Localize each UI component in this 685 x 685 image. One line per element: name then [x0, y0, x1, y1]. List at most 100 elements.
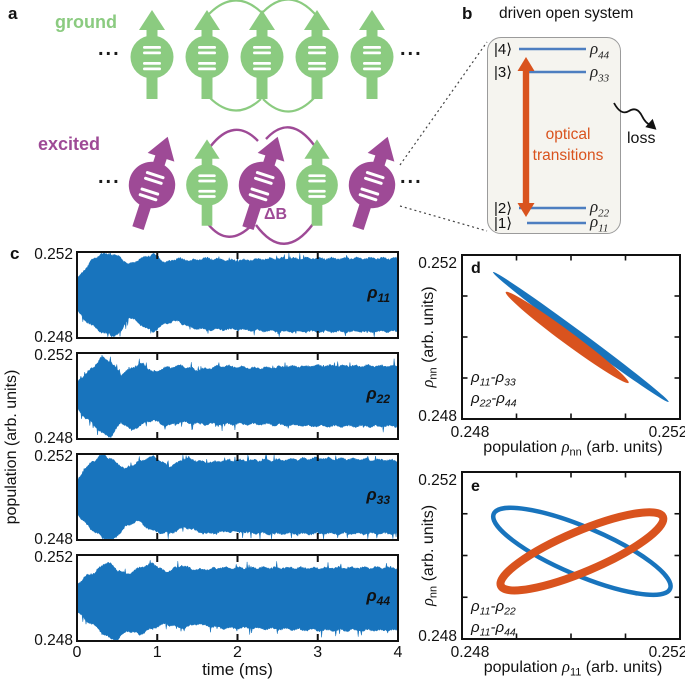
panel-b-label: b — [462, 4, 473, 23]
spin-green — [296, 139, 338, 226]
population-trace-band — [76, 454, 399, 540]
panel-c-chart: 0.2520.248ρ110.2520.248ρ220.2520.248ρ330… — [3, 246, 403, 679]
ellipsis-ground-left: ... — [98, 38, 121, 60]
trace-label: ρ33 — [365, 485, 390, 507]
x-axis-title: population ρ11 (arb. units) — [484, 657, 663, 679]
panel-b-diagram — [517, 47, 657, 225]
optical-transition-arrow-shaft — [522, 69, 530, 205]
trace-label: ρ22 — [365, 384, 390, 406]
delta-b-label: ΔB — [264, 206, 288, 223]
legend-entry: ρ11-ρ44 — [470, 619, 516, 639]
panel-d-label: d — [471, 260, 481, 277]
trace-label: ρ11 — [366, 283, 390, 305]
excited-coupling-arc — [255, 223, 314, 245]
legend-entry: ρ22-ρ44 — [470, 390, 517, 410]
ket-3-label: |3⟩ — [494, 64, 513, 81]
xtick-label: 0 — [73, 644, 82, 661]
ytick-label: 0.248 — [34, 531, 73, 548]
xtick-label: 0.252 — [649, 644, 685, 661]
y-axis-title: ρnn (arb. units) — [418, 505, 440, 607]
ytick-label: 0.248 — [34, 632, 73, 649]
rho-symbol: ρ — [590, 62, 599, 81]
ytick-label: 0.252 — [418, 255, 457, 272]
spin-green — [295, 10, 339, 99]
rho-subscript: 22 — [598, 207, 610, 220]
ytick-label: 0.252 — [418, 472, 457, 489]
optical-line1: optical — [545, 126, 591, 143]
excited-row-label: excited — [38, 134, 101, 154]
xtick-label: 0.248 — [451, 644, 490, 661]
ellipsis-excited-right: ... — [400, 166, 423, 188]
ground-coupling-arc — [208, 96, 262, 112]
population-trace-band — [76, 252, 399, 338]
rho-subscript: 33 — [598, 72, 610, 85]
ytick-label: 0.252 — [34, 549, 73, 566]
trajectory-ellipse — [496, 508, 668, 595]
ytick-label: 0.248 — [418, 408, 457, 425]
rho-44-label: ρ44 — [590, 39, 609, 61]
ytick-label: 0.252 — [34, 347, 73, 364]
population-trace-band — [76, 560, 399, 641]
x-axis-title: time (ms) — [202, 660, 273, 679]
xtick-label: 4 — [394, 644, 403, 661]
rho-symbol: ρ — [590, 197, 599, 216]
trajectory-ellipse — [505, 291, 629, 384]
excited-coupling-arc — [207, 223, 253, 238]
legend-entry: ρ11-ρ22 — [470, 598, 516, 618]
zoom-connector-bottom — [399, 205, 488, 232]
xtick-label: 1 — [153, 644, 162, 661]
loss-arrow-head — [645, 118, 657, 130]
legend-entry: ρ11-ρ33 — [470, 369, 516, 389]
panel-a-label: a — [8, 4, 18, 23]
zoom-connector-top — [399, 41, 488, 166]
ytick-label: 0.248 — [34, 430, 73, 447]
ground-row-label: ground — [55, 12, 117, 32]
ground-coupling-arc — [262, 96, 316, 113]
ytick-label: 0.248 — [34, 329, 73, 346]
spin-green — [350, 10, 394, 99]
rho-symbol: ρ — [590, 212, 599, 231]
ground-coupling-arc — [208, 0, 262, 15]
rho-11-label: ρ11 — [590, 212, 608, 234]
xtick-label: 3 — [313, 644, 322, 661]
energy-level-box — [487, 37, 621, 234]
x-axis-title: population ρnn (arb. units) — [483, 437, 662, 459]
y-axis-title: ρnn (arb. units) — [418, 286, 440, 388]
spin-purple — [128, 136, 176, 230]
optical-transitions-label: optical transitions — [520, 124, 616, 166]
loss-wavy-arrow — [613, 102, 652, 126]
panel-c-label: c — [10, 244, 20, 263]
ket-1-label: |1⟩ — [494, 215, 513, 232]
spin-green — [185, 10, 229, 99]
rho-subscript: 44 — [598, 49, 610, 62]
excited-coupling-arc — [265, 126, 315, 146]
optical-line2: transitions — [532, 147, 604, 164]
spin-green — [186, 139, 228, 226]
arrow-head-down — [517, 203, 535, 217]
ket-2-label: |2⟩ — [494, 200, 513, 217]
spin-purple — [238, 136, 286, 230]
trajectory-ellipse — [492, 271, 669, 403]
rho-33-label: ρ33 — [590, 62, 609, 84]
ellipsis-excited-left: ... — [98, 166, 121, 188]
y-axis-title: population (arb. units) — [3, 370, 20, 525]
excited-coupling-arc — [209, 128, 259, 148]
ytick-label: 0.252 — [34, 448, 73, 465]
panel-e-label: e — [471, 478, 480, 495]
panel-a-diagram — [128, 0, 488, 245]
trace-label: ρ44 — [365, 586, 390, 608]
rho-subscript: 11 — [598, 222, 609, 235]
ytick-label: 0.252 — [34, 246, 73, 263]
spin-green — [240, 10, 284, 99]
arrow-head-up — [517, 57, 535, 71]
panel-b-title: driven open system — [499, 5, 634, 22]
rho-22-label: ρ22 — [590, 197, 609, 219]
spin-purple — [348, 136, 396, 230]
xtick-label: 2 — [233, 644, 242, 661]
ground-coupling-arc — [262, 0, 316, 15]
loss-label: loss — [627, 130, 656, 147]
